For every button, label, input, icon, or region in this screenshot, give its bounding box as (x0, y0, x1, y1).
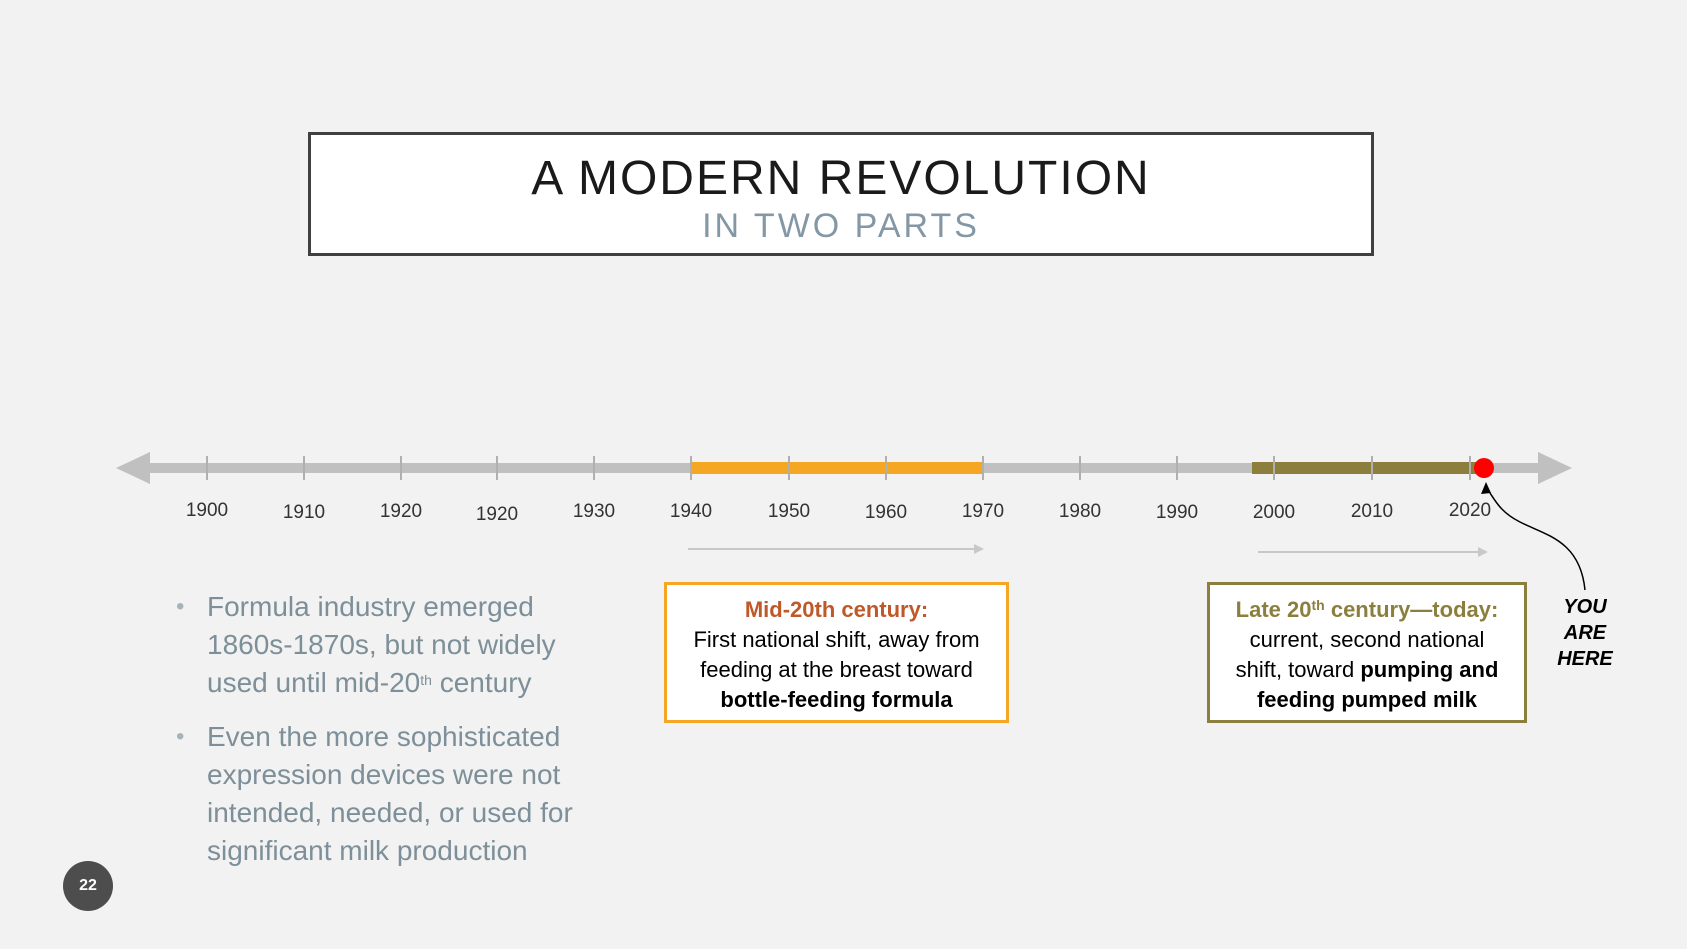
timeline-tick-label: 1940 (670, 501, 712, 522)
timeline-tick-label: 1970 (962, 501, 1004, 522)
bullet-text: Formula industry emerged 1860s-1870s, bu… (207, 591, 556, 698)
timeline-tick-label: 1920 (380, 501, 422, 522)
callout-heading: Late 20th century—today: (1210, 595, 1524, 625)
bullet-item: • Even the more sophisticated expression… (172, 718, 612, 870)
bullet-text-tail: century (431, 667, 532, 698)
callout-heading-superscript: th (1311, 597, 1325, 613)
callout-late-20th-century: Late 20th century—today: current, second… (1207, 582, 1527, 723)
callout-line: shift, toward pumping and (1210, 655, 1524, 685)
callout-line-bold: pumping and (1360, 657, 1499, 682)
you-are-here-dot (1474, 458, 1494, 478)
callout-line-plain: shift, toward (1235, 657, 1361, 682)
callout-bold-line: feeding pumped milk (1256, 687, 1478, 712)
timeline-tick-label: 2010 (1351, 501, 1393, 522)
bullet-list: • Formula industry emerged 1860s-1870s, … (172, 588, 612, 886)
timeline-tick-label: 1920 (476, 504, 518, 525)
timeline-tick-label: 1990 (1156, 502, 1198, 523)
callout-mid-20th-century: Mid-20th century: First national shift, … (664, 582, 1009, 723)
you-are-here-marker (1474, 458, 1586, 591)
timeline-tick-label: 1950 (768, 501, 810, 522)
timeline-tick-label: 2020 (1449, 500, 1491, 521)
you-are-here-pointer-head (1481, 482, 1491, 494)
callout-heading-part: century—today: (1324, 597, 1499, 622)
timeline-left-arrowhead (116, 452, 150, 484)
callout-line: feeding at the breast toward (700, 657, 973, 682)
callout-bold-line: bottle-feeding formula (720, 687, 953, 712)
timeline-tick-labels: 1900 1910 1920 1920 1930 1940 1950 1960 1970 1980… (186, 500, 1491, 525)
period-arrow-mid-head (974, 544, 984, 554)
timeline-right-arrowhead (1538, 452, 1572, 484)
bullet-text: Even the more sophisticated expression d… (207, 721, 573, 866)
you-are-here-word: YOU (1563, 596, 1607, 618)
bullet-dot-icon: • (176, 723, 185, 750)
callout-line: current, second national (1249, 627, 1485, 652)
callout-heading: Mid-20th century: (744, 597, 929, 622)
callout-line: First national shift, away from (693, 627, 980, 652)
timeline-tick-label: 1960 (865, 502, 907, 523)
timeline-tick-label: 2000 (1253, 502, 1295, 523)
you-are-here-pointer-line (1487, 489, 1586, 591)
you-are-here-word: ARE (1563, 622, 1607, 644)
timeline-tick-label: 1910 (283, 502, 325, 523)
timeline-ticks (206, 456, 1471, 480)
timeline-tick-label: 1900 (186, 500, 228, 521)
slide-title: A MODERN REVOLUTION (531, 152, 1151, 205)
bullet-item: • Formula industry emerged 1860s-1870s, … (172, 588, 612, 702)
you-are-here-word: HERE (1557, 648, 1613, 670)
page-number: 22 (63, 861, 113, 911)
period-arrow-late-head (1478, 547, 1488, 557)
you-are-here-label: YOU ARE HERE (1545, 594, 1625, 672)
slide-subtitle: IN TWO PARTS (702, 207, 980, 245)
bullet-superscript: th (420, 672, 432, 688)
bullet-dot-icon: • (176, 593, 185, 620)
timeline-tick-label: 1930 (573, 501, 615, 522)
timeline-tick-label: 1980 (1059, 501, 1101, 522)
title-box: A MODERN REVOLUTION IN TWO PARTS (308, 132, 1374, 256)
callout-heading-part: Late 20 (1235, 597, 1312, 622)
period-arrows (688, 544, 1488, 557)
